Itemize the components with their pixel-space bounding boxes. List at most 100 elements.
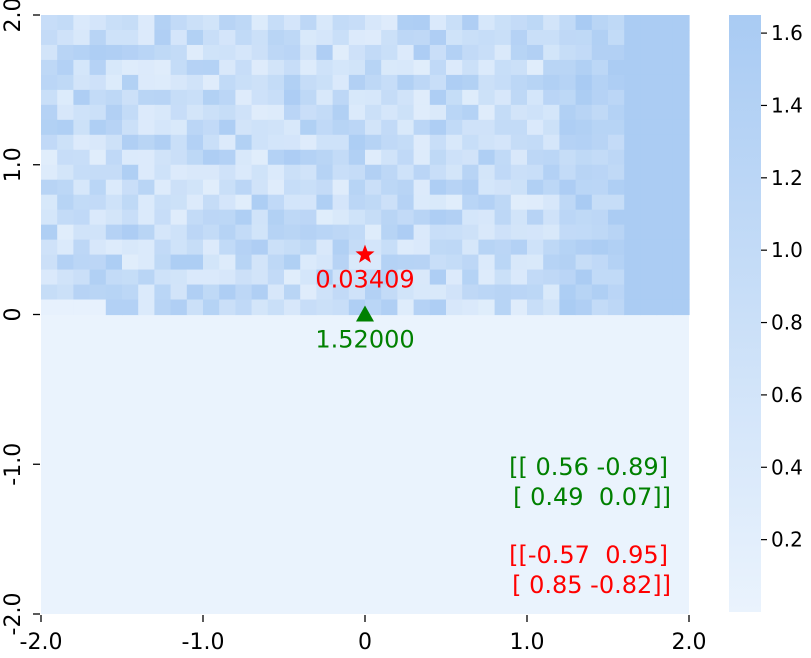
heatmap-cell bbox=[89, 254, 107, 271]
heatmap-cell bbox=[559, 44, 577, 61]
heatmap-cell bbox=[446, 254, 463, 271]
heatmap-cell bbox=[559, 89, 577, 106]
heatmap-cell bbox=[624, 149, 641, 166]
heatmap-cell bbox=[381, 149, 398, 166]
heatmap-cell bbox=[316, 209, 334, 226]
heatmap-cell bbox=[235, 224, 253, 241]
heatmap-cell bbox=[527, 179, 544, 196]
heatmap-cell bbox=[429, 89, 447, 106]
heatmap-cell bbox=[348, 269, 366, 286]
heatmap-cell bbox=[527, 15, 544, 31]
heatmap-cell bbox=[284, 29, 301, 46]
heatmap-cell bbox=[429, 239, 447, 256]
heatmap-cell bbox=[138, 119, 155, 136]
heatmap-cell bbox=[41, 74, 58, 91]
heatmap-cell bbox=[267, 254, 285, 271]
heatmap-cell bbox=[608, 44, 625, 61]
heatmap-cell bbox=[656, 179, 674, 196]
heatmap-cell bbox=[640, 194, 658, 211]
heatmap-cell bbox=[235, 29, 253, 46]
heatmap-cell bbox=[154, 164, 172, 181]
heatmap-cell bbox=[300, 164, 317, 181]
heatmap-cell bbox=[672, 284, 690, 301]
heatmap-cell bbox=[365, 164, 382, 181]
heatmap-cell bbox=[251, 74, 269, 91]
heatmap-cell bbox=[640, 59, 658, 76]
heatmap-cell bbox=[219, 15, 236, 31]
heatmap-cell bbox=[316, 134, 334, 151]
heatmap-cell bbox=[365, 179, 382, 196]
heatmap-cell bbox=[105, 254, 123, 271]
heatmap-cell bbox=[41, 194, 58, 211]
heatmap-cell bbox=[510, 194, 528, 211]
heatmap-cell bbox=[251, 164, 269, 181]
heatmap-cell bbox=[122, 149, 139, 166]
heatmap-cell bbox=[640, 134, 658, 151]
heatmap-cell bbox=[235, 284, 253, 301]
heatmap-cell bbox=[57, 239, 74, 256]
heatmap-cell bbox=[219, 254, 236, 271]
heatmap-cell bbox=[332, 299, 350, 316]
heatmap-cell bbox=[656, 104, 674, 121]
heatmap-cell bbox=[284, 44, 301, 61]
heatmap-cell bbox=[122, 284, 139, 301]
heatmap-cell bbox=[105, 15, 123, 31]
y-tick-label: 2.0 bbox=[1, 0, 26, 33]
heatmap-cell bbox=[89, 149, 107, 166]
heatmap-cell bbox=[203, 239, 220, 256]
heatmap-cell bbox=[73, 44, 91, 61]
heatmap-cell bbox=[332, 149, 350, 166]
heatmap-cell bbox=[478, 134, 496, 151]
heatmap-cell bbox=[365, 149, 382, 166]
heatmap-cell bbox=[656, 164, 674, 181]
heatmap-cell bbox=[284, 299, 301, 316]
heatmap-cell bbox=[89, 119, 107, 136]
heatmap-cell bbox=[138, 194, 155, 211]
triangle-marker-label: 1.52000 bbox=[315, 326, 414, 354]
heatmap-cell bbox=[154, 284, 172, 301]
heatmap-cell bbox=[251, 269, 269, 286]
heatmap-cell bbox=[478, 164, 496, 181]
heatmap-cell bbox=[122, 104, 139, 121]
heatmap-cell bbox=[235, 59, 253, 76]
heatmap-cell bbox=[89, 44, 107, 61]
heatmap-cell bbox=[203, 74, 220, 91]
heatmap-cell bbox=[527, 209, 544, 226]
heatmap-cell bbox=[73, 224, 91, 241]
green-matrix-line-2: [ 0.49 0.07]] bbox=[506, 483, 671, 511]
heatmap-cell bbox=[105, 119, 123, 136]
heatmap-cell bbox=[300, 284, 317, 301]
heatmap-cell bbox=[348, 119, 366, 136]
heatmap-cell bbox=[510, 59, 528, 76]
star-marker-label: 0.03409 bbox=[315, 266, 414, 294]
heatmap-cell bbox=[122, 254, 139, 271]
heatmap-cell bbox=[527, 119, 544, 136]
heatmap-cell bbox=[559, 299, 577, 316]
heatmap-cell bbox=[608, 15, 625, 31]
heatmap-cell bbox=[365, 74, 382, 91]
heatmap-cell bbox=[413, 59, 431, 76]
heatmap-cell bbox=[154, 194, 172, 211]
heatmap-cell bbox=[559, 149, 577, 166]
heatmap-cell bbox=[397, 269, 415, 286]
heatmap-cell bbox=[462, 74, 479, 91]
green-matrix-line-1: [[ 0.56 -0.89] bbox=[509, 453, 668, 481]
heatmap-cell bbox=[397, 89, 415, 106]
heatmap-cell bbox=[203, 89, 220, 106]
heatmap-cell bbox=[672, 179, 690, 196]
x-tick-label: -2.0 bbox=[20, 630, 63, 655]
heatmap-cell bbox=[267, 239, 285, 256]
heatmap-cell bbox=[494, 119, 512, 136]
heatmap-cell bbox=[41, 254, 58, 271]
heatmap-cell bbox=[543, 254, 560, 271]
heatmap-cell bbox=[186, 239, 204, 256]
heatmap-cell bbox=[672, 44, 690, 61]
heatmap-cell bbox=[332, 284, 350, 301]
heatmap-cell bbox=[57, 179, 74, 196]
heatmap-cell bbox=[89, 179, 107, 196]
heatmap-cell bbox=[365, 299, 382, 316]
heatmap-cell bbox=[57, 224, 74, 241]
heatmap-cell bbox=[413, 299, 431, 316]
red-matrix-line-2: [ 0.85 -0.82]] bbox=[504, 571, 671, 599]
heatmap-cell bbox=[170, 104, 188, 121]
